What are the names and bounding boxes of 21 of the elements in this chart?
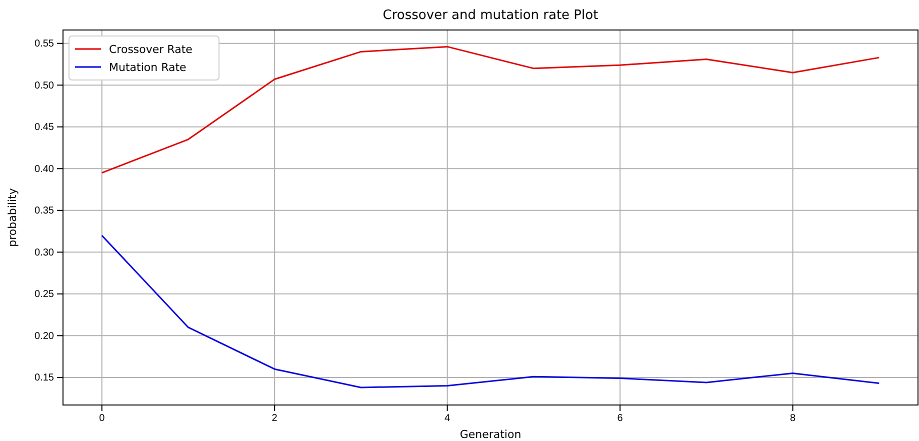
y-tick-label: 0.25	[34, 289, 54, 300]
chart-title: Crossover and mutation rate Plot	[382, 8, 598, 23]
line-series	[101, 46, 880, 174]
y-tick-label: 0.15	[34, 372, 54, 384]
line-series	[101, 234, 880, 388]
x-tick-label: 4	[444, 413, 451, 424]
y-tick-label: 0.55	[34, 38, 54, 50]
legend-label: Mutation Rate	[109, 61, 187, 74]
x-tick-label: 8	[790, 413, 796, 424]
legend-label: Crossover Rate	[109, 43, 193, 56]
y-tick-label: 0.20	[34, 330, 54, 342]
y-tick-label: 0.50	[34, 80, 54, 92]
x-tick-label: 6	[617, 413, 624, 424]
y-tick-label: 0.45	[34, 122, 54, 134]
y-axis-title: probability	[6, 188, 19, 247]
y-tick-label: 0.35	[34, 206, 54, 217]
x-axis-title: Generation	[460, 428, 522, 441]
y-tick-label: 0.40	[34, 164, 54, 175]
y-tick-label: 0.30	[34, 247, 54, 258]
x-tick-label: 0	[99, 413, 106, 424]
x-tick-label: 2	[272, 413, 278, 424]
